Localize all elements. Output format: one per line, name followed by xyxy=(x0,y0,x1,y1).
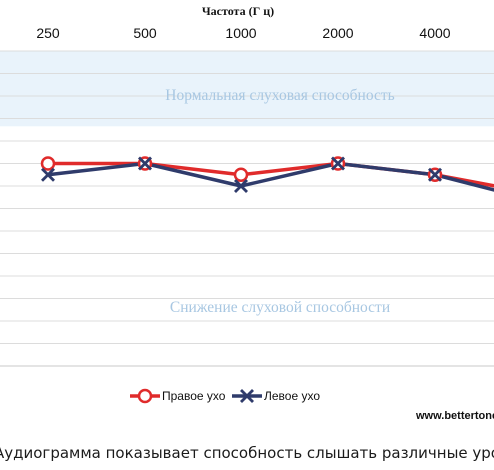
data-point xyxy=(331,156,345,171)
data-point xyxy=(138,156,152,171)
band-0 xyxy=(0,51,494,127)
x-tick-label: 2000 xyxy=(322,25,353,41)
x-tick-label: 1000 xyxy=(225,25,256,41)
band-1 xyxy=(0,126,494,366)
circle-icon xyxy=(137,388,153,404)
data-point xyxy=(234,179,248,193)
x-icon xyxy=(240,389,254,403)
legend-label: Правое ухо xyxy=(162,389,226,403)
data-point xyxy=(428,167,442,182)
chart-title: Частота (Г ц) xyxy=(202,4,274,18)
data-point xyxy=(41,167,55,182)
legend: Правое ухо Левое ухо xyxy=(130,388,320,404)
series-line-1 xyxy=(47,161,494,192)
band-label-1: Снижение слуховой способности xyxy=(170,299,390,316)
watermark: www.bettertone xyxy=(415,410,494,422)
x-tick-label: 4000 xyxy=(419,25,450,41)
band-label-0: Нормальная слуховая способность xyxy=(165,87,394,104)
caption: Аудиограмма показывает способность слыша… xyxy=(0,436,494,470)
audiogram-chart: Нормальная слуховая способность Снижение … xyxy=(0,4,494,422)
legend-label: Левое ухо xyxy=(264,389,320,403)
caption-text: Аудиограмма показывает способность слыша… xyxy=(0,444,494,462)
data-point xyxy=(233,167,249,182)
data-point xyxy=(40,156,56,171)
x-tick-label: 500 xyxy=(133,25,157,41)
x-tick-label: 250 xyxy=(36,25,60,41)
